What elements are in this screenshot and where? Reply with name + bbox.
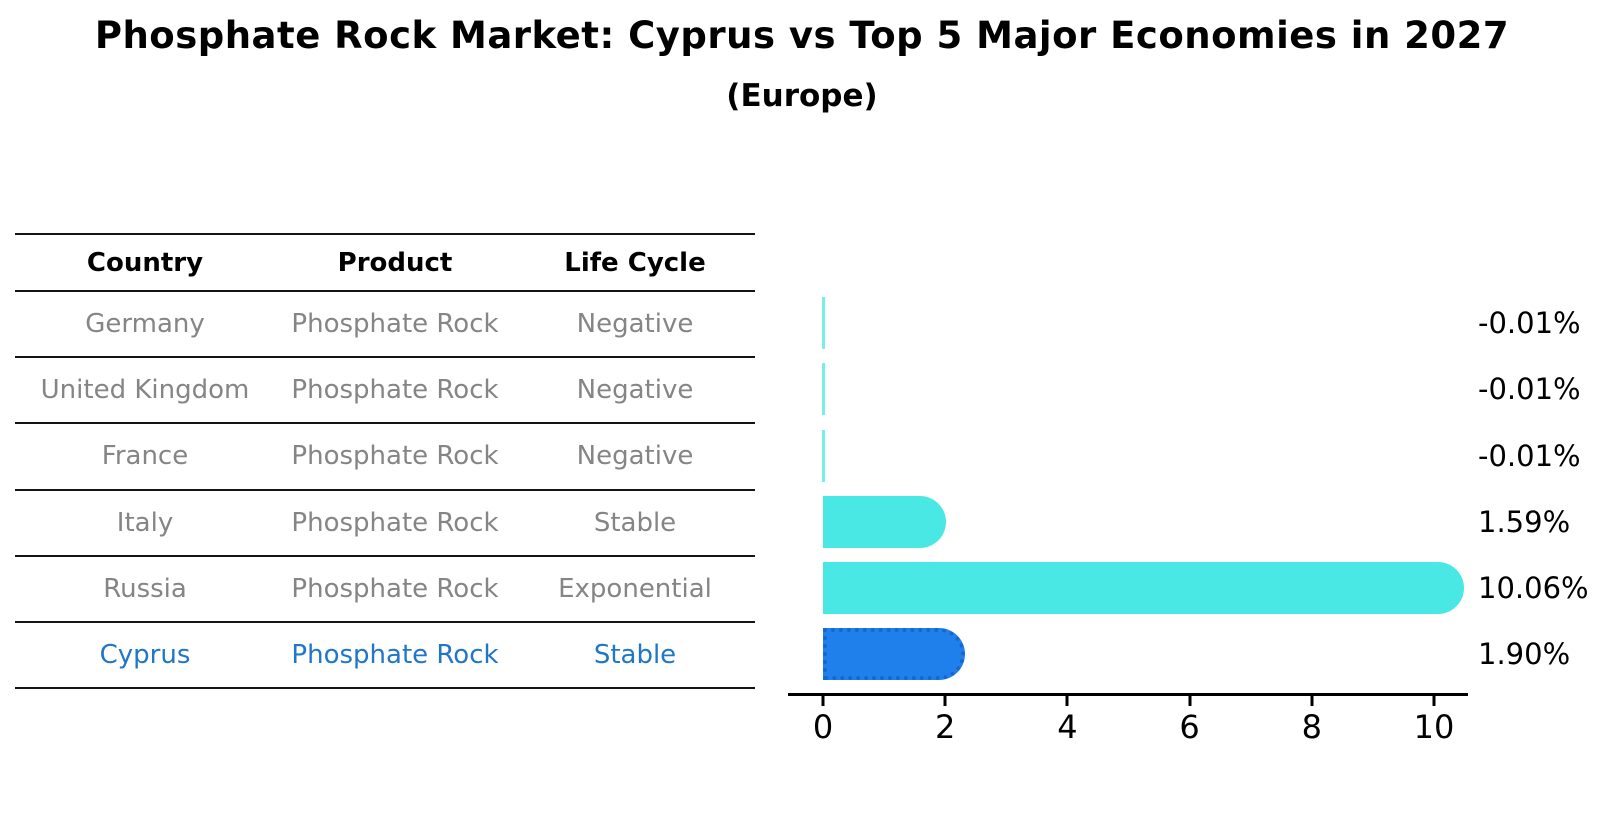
cell-product: Phosphate Rock bbox=[291, 507, 499, 538]
x-tick-10 bbox=[1432, 696, 1436, 706]
bar-united-kingdom bbox=[822, 363, 825, 416]
x-tick-8 bbox=[1310, 696, 1314, 706]
x-tick-label: 4 bbox=[1057, 708, 1078, 746]
cell-life-cycle: Stable bbox=[593, 640, 677, 671]
cell-product: Phosphate Rock bbox=[291, 640, 499, 671]
value-label-united-kingdom: -0.01% bbox=[1478, 372, 1581, 407]
cell-country: Russia bbox=[103, 573, 187, 604]
table-row-united-kingdom: United Kingdom Phosphate Rock Negative bbox=[15, 356, 755, 422]
value-label-france: -0.01% bbox=[1478, 438, 1581, 473]
cell-country: Cyprus bbox=[99, 640, 191, 671]
value-label-germany: -0.01% bbox=[1478, 306, 1581, 341]
cell-life-cycle: Negative bbox=[576, 441, 694, 472]
table-row-cyprus: Cyprus Phosphate Rock Stable bbox=[15, 620, 755, 687]
x-tick-label: 2 bbox=[935, 708, 956, 746]
x-tick-label: 8 bbox=[1301, 708, 1322, 746]
column-header-product: Product bbox=[337, 247, 453, 278]
cell-country: Italy bbox=[116, 507, 174, 538]
bar-germany bbox=[822, 297, 825, 350]
table-row-italy: Italy Phosphate Rock Stable bbox=[15, 488, 755, 555]
x-tick-6 bbox=[1188, 696, 1192, 706]
cell-life-cycle: Stable bbox=[593, 507, 677, 538]
chart-subtitle: (Europe) bbox=[726, 78, 878, 114]
comparison-table: Country Product Life Cycle Germany Phosp… bbox=[15, 233, 755, 689]
chart-title: Phosphate Rock Market: Cyprus vs Top 5 M… bbox=[94, 14, 1510, 57]
x-tick-2 bbox=[943, 696, 947, 706]
bar-russia bbox=[823, 561, 1464, 614]
cell-product: Phosphate Rock bbox=[291, 375, 499, 406]
value-label-cyprus: 1.90% bbox=[1478, 637, 1571, 672]
table-header-row: Country Product Life Cycle bbox=[15, 233, 755, 290]
x-tick-0 bbox=[821, 696, 825, 706]
cell-life-cycle: Negative bbox=[576, 309, 694, 340]
bar-france bbox=[822, 429, 825, 482]
bar-cyprus bbox=[823, 628, 966, 681]
table-row-russia: Russia Phosphate Rock Exponential bbox=[15, 554, 755, 621]
x-tick-label: 10 bbox=[1413, 708, 1455, 746]
cell-product: Phosphate Rock bbox=[291, 441, 499, 472]
cell-product: Phosphate Rock bbox=[291, 573, 499, 604]
cell-life-cycle: Negative bbox=[576, 375, 694, 406]
x-tick-4 bbox=[1065, 696, 1069, 706]
column-header-life-cycle: Life Cycle bbox=[564, 247, 706, 278]
cell-country: Germany bbox=[85, 309, 205, 340]
value-label-russia: 10.06% bbox=[1478, 570, 1589, 605]
bar-italy bbox=[823, 495, 947, 548]
cell-product: Phosphate Rock bbox=[291, 309, 499, 340]
cell-life-cycle: Exponential bbox=[558, 573, 712, 604]
cell-country: France bbox=[101, 441, 189, 472]
x-axis-line bbox=[788, 693, 1468, 696]
table-row-germany: Germany Phosphate Rock Negative bbox=[15, 290, 755, 356]
column-header-country: Country bbox=[86, 247, 204, 278]
cell-country: United Kingdom bbox=[40, 375, 250, 406]
value-label-italy: 1.59% bbox=[1478, 504, 1571, 539]
x-tick-label: 6 bbox=[1179, 708, 1200, 746]
table-row-france: France Phosphate Rock Negative bbox=[15, 422, 755, 488]
x-tick-label: 0 bbox=[812, 708, 834, 746]
